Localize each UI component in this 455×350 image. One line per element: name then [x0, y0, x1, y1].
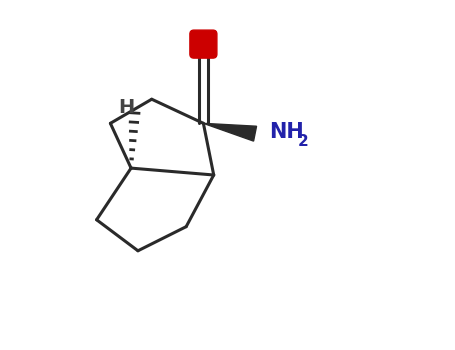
Text: H: H — [118, 98, 134, 117]
Text: 2: 2 — [298, 134, 309, 149]
Text: NH: NH — [269, 122, 303, 142]
Text: O: O — [194, 34, 213, 54]
Polygon shape — [203, 123, 257, 141]
